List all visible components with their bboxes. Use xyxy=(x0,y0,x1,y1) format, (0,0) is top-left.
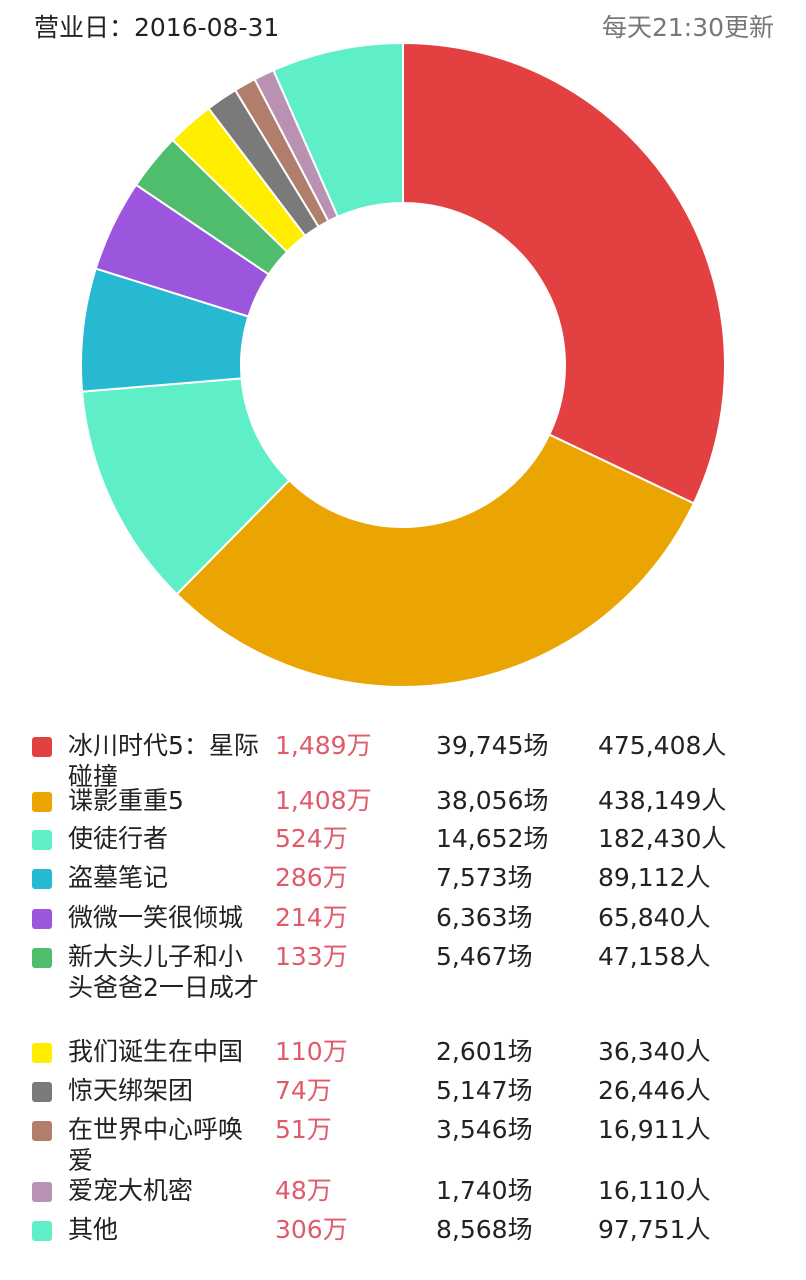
box-office: 1,489万 xyxy=(275,731,372,760)
header: 营业日：2016-08-31 每天21:30更新 xyxy=(0,0,806,44)
audience-count: 65,840人 xyxy=(598,903,711,932)
movie-name: 盗墓笔记 xyxy=(68,863,169,892)
show-count: 5,147场 xyxy=(436,1076,533,1105)
show-count: 1,740场 xyxy=(436,1176,533,1205)
donut-chart xyxy=(0,40,806,700)
box-office: 286万 xyxy=(275,863,348,892)
legend-swatch xyxy=(32,1221,52,1241)
show-count: 39,745场 xyxy=(436,731,549,760)
audience-count: 36,340人 xyxy=(598,1037,711,1066)
box-office: 306万 xyxy=(275,1215,348,1244)
box-office: 214万 xyxy=(275,903,348,932)
donut-slice-2 xyxy=(175,433,696,688)
donut-slice-3 xyxy=(81,377,291,596)
legend-swatch xyxy=(32,792,52,812)
audience-count: 16,911人 xyxy=(598,1115,711,1144)
audience-count: 47,158人 xyxy=(598,942,711,971)
movie-name: 使徒行者 xyxy=(68,824,169,853)
audience-count: 97,751人 xyxy=(598,1215,711,1244)
audience-count: 475,408人 xyxy=(598,731,727,760)
legend-swatch xyxy=(32,1121,52,1141)
movie-name: 冰川时代5：星际碰撞 xyxy=(68,731,259,791)
legend-swatch xyxy=(32,909,52,929)
business-date: 营业日：2016-08-31 xyxy=(34,13,280,42)
legend-swatch xyxy=(32,1082,52,1102)
show-count: 14,652场 xyxy=(436,824,549,853)
show-count: 2,601场 xyxy=(436,1037,533,1066)
movie-name: 其他 xyxy=(68,1215,119,1244)
show-count: 8,568场 xyxy=(436,1215,533,1244)
box-office: 110万 xyxy=(275,1037,348,1066)
movie-name: 我们诞生在中国 xyxy=(68,1037,244,1066)
donut-slice-1 xyxy=(402,41,726,505)
show-count: 3,546场 xyxy=(436,1115,533,1144)
legend-swatch xyxy=(32,1182,52,1202)
box-office: 74万 xyxy=(275,1076,332,1105)
movie-name: 爱宠大机密 xyxy=(68,1176,194,1205)
legend-swatch xyxy=(32,869,52,889)
legend-swatch xyxy=(32,1043,52,1063)
donut-chart-svg xyxy=(80,41,726,688)
legend-swatch xyxy=(32,948,52,968)
movie-name: 新大头儿子和小头爸爸2一日成才 xyxy=(68,942,259,1002)
show-count: 6,363场 xyxy=(436,903,533,932)
box-office: 133万 xyxy=(275,942,348,971)
show-count: 7,573场 xyxy=(436,863,533,892)
audience-count: 438,149人 xyxy=(598,786,727,815)
show-count: 38,056场 xyxy=(436,786,549,815)
donut-slice-11 xyxy=(272,41,404,219)
movie-name: 在世界中心呼唤爱 xyxy=(68,1115,244,1175)
box-office: 524万 xyxy=(275,824,348,853)
movie-name: 惊天绑架团 xyxy=(68,1076,194,1105)
box-office: 1,408万 xyxy=(275,786,372,815)
audience-count: 182,430人 xyxy=(598,824,727,853)
update-time-note: 每天21:30更新 xyxy=(601,13,774,42)
audience-count: 26,446人 xyxy=(598,1076,711,1105)
box-office: 51万 xyxy=(275,1115,332,1144)
movie-name: 谍影重重5 xyxy=(68,786,184,815)
audience-count: 89,112人 xyxy=(598,863,711,892)
box-office: 48万 xyxy=(275,1176,332,1205)
movie-name: 微微一笑很倾城 xyxy=(68,903,244,932)
show-count: 5,467场 xyxy=(436,942,533,971)
legend-swatch xyxy=(32,737,52,757)
audience-count: 16,110人 xyxy=(598,1176,711,1205)
legend-swatch xyxy=(32,830,52,850)
